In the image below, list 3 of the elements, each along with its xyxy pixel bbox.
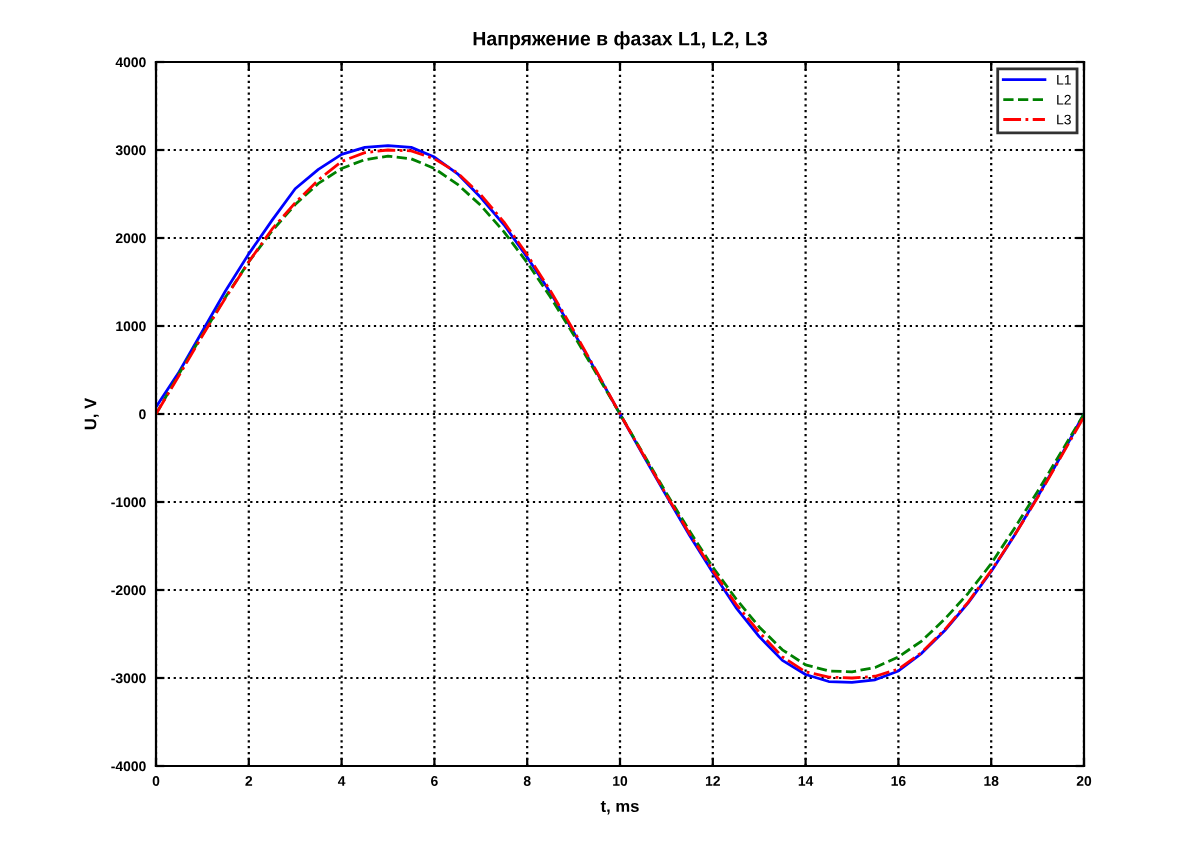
y-axis-title: U, V — [84, 397, 99, 430]
chart-title: Напряжение в фазах L1, L2, L3 — [473, 31, 767, 50]
x-axis-title: t, ms — [600, 800, 639, 815]
